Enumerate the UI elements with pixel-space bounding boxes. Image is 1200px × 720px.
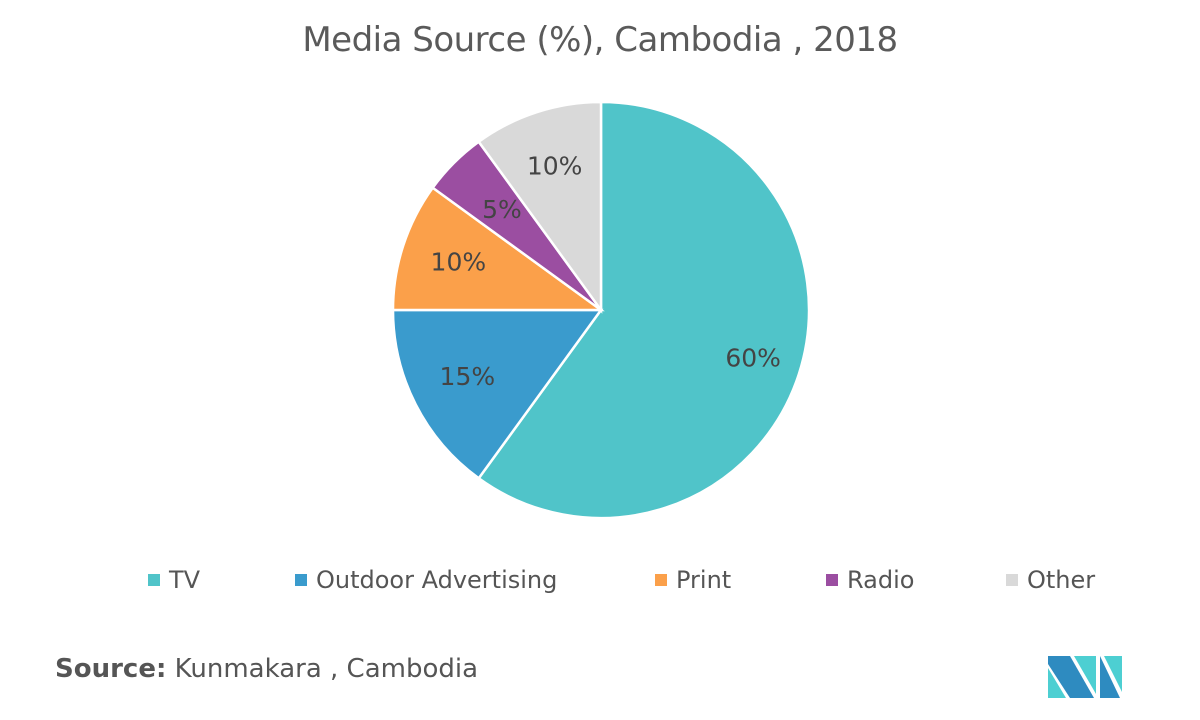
legend-swatch [826,574,838,586]
legend-label: Outdoor Advertising [316,566,558,594]
legend: TV Outdoor Advertising Print Radio Other [0,566,1200,600]
mordor-intelligence-logo [1048,656,1122,698]
source-note: Source: Kunmakara , Cambodia [55,654,478,684]
pie-chart: 60%15%10%5%10% [391,100,811,520]
data-label: 15% [440,362,496,391]
chart-title: Media Source (%), Cambodia , 2018 [302,20,898,60]
legend-label: TV [169,566,201,594]
legend-label: Print [676,566,732,594]
pie-slice-outdoor-advertising [391,308,604,481]
legend-label: Other [1027,566,1096,594]
data-label: 10% [431,248,487,277]
legend-swatch [295,574,307,586]
pie-slice-print [391,185,605,312]
legend-item-other: Other [1006,566,1095,594]
legend-item-print: Print [655,566,731,594]
source-label: Source: [55,654,167,684]
pie-slice-other [476,100,603,314]
legend-item-tv: TV [148,566,200,594]
legend-item-radio: Radio [826,566,914,594]
legend-swatch [1006,574,1018,586]
data-label: 5% [482,195,522,224]
data-label: 10% [527,151,583,180]
legend-swatch [148,574,160,586]
source-text: Kunmakara , Cambodia [166,654,479,684]
legend-label: Radio [847,566,915,594]
legend-item-outdoor-advertising: Outdoor Advertising [295,566,557,594]
data-label: 60% [725,343,781,372]
legend-swatch [655,574,667,586]
pie-slice-tv [476,100,811,520]
